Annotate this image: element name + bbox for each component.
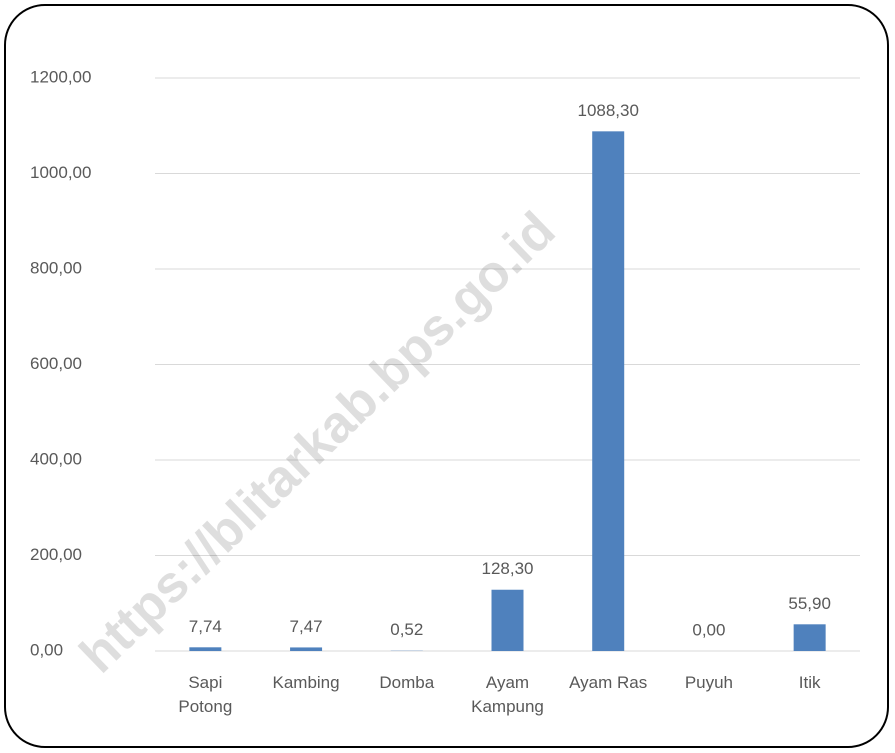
chart-frame [4, 4, 889, 748]
y-tick-label: 200,00 [30, 545, 82, 564]
x-tick-label: Ayam Ras [569, 673, 648, 692]
x-tick-label: Ayam Kampung [471, 673, 544, 716]
x-tick-label: Itik [798, 673, 821, 692]
data-label: 0,00 [692, 620, 725, 639]
data-label: 55,90 [788, 594, 831, 613]
y-tick-label: 800,00 [30, 258, 82, 277]
y-tick-label: 400,00 [30, 449, 82, 468]
data-label: 7,74 [189, 617, 222, 636]
x-tick-label: Puyuh [684, 673, 734, 692]
plot-area: 0,00 200,00 400,00 600,00 800,00 1000,00 1200,… [30, 67, 860, 659]
y-tick-label: 1200,00 [30, 67, 91, 86]
bar [491, 589, 524, 651]
data-label: 7,47 [290, 617, 323, 636]
y-tick-label: 0,00 [30, 640, 63, 659]
bar [592, 131, 625, 652]
x-tick-label: Domba [379, 673, 435, 692]
data-label: 0,52 [390, 620, 423, 639]
x-tick-label: Kambing [272, 673, 340, 692]
bar [189, 647, 222, 651]
data-label: 1088,30 [577, 101, 638, 120]
y-tick-label: 1000,00 [30, 163, 91, 182]
bar [290, 647, 323, 651]
data-label: 128,30 [482, 559, 534, 578]
bar [793, 624, 826, 651]
x-tick-label: Sapi Potong [178, 673, 233, 716]
y-tick-label: 600,00 [30, 354, 82, 373]
